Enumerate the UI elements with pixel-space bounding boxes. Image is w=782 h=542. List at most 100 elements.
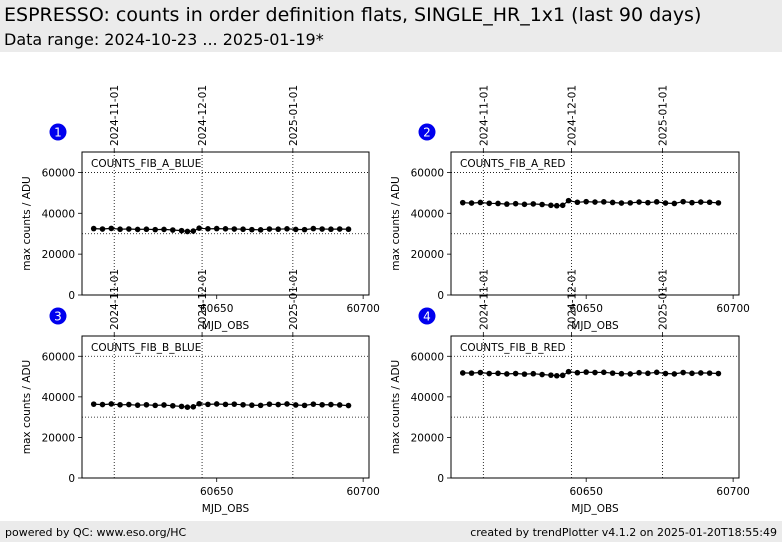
- panel-label: COUNTS_FIB_B_RED: [460, 342, 566, 354]
- y-tick-label: 0: [437, 473, 444, 485]
- x-tick-label: 60650: [569, 303, 602, 315]
- data-point: [196, 225, 202, 231]
- data-point: [574, 369, 581, 376]
- data-point: [495, 370, 501, 377]
- axes-frame: [450, 151, 740, 296]
- y-tick-label: 20000: [411, 249, 444, 261]
- data-point: [697, 370, 704, 376]
- x-axis-label: MJD_OBS: [571, 503, 619, 515]
- x-tick-label: 60650: [200, 486, 233, 498]
- footer-created: created by trendPlotter v4.1.2 on 2025-0…: [470, 526, 777, 539]
- data-point: [99, 401, 106, 408]
- data-point: [266, 401, 273, 407]
- data-point: [477, 199, 484, 206]
- data-point: [126, 226, 132, 232]
- data-point: [680, 198, 686, 205]
- data-point: [645, 370, 651, 377]
- y-axis-label: max counts / ADU: [21, 360, 33, 454]
- header-bar: ESPRESSO: counts in order definition fla…: [0, 0, 782, 52]
- data-point: [609, 199, 616, 206]
- data-point: [275, 401, 282, 408]
- date-label: 2024-11-01: [109, 85, 121, 146]
- data-point: [169, 227, 176, 233]
- trend-plots: 2024-11-01 2024-12-01 2025-01-01 0 20000 4000…: [21, 85, 750, 515]
- series-line: [462, 371, 719, 377]
- data-point: [548, 202, 554, 209]
- y-tick-label: 60000: [42, 351, 75, 363]
- x-tick-label: 60700: [716, 486, 749, 498]
- data-point: [504, 201, 510, 207]
- data-point: [504, 371, 510, 377]
- x-tick-label: 60650: [569, 486, 602, 498]
- data-point: [328, 226, 334, 233]
- data-point: [108, 401, 115, 407]
- data-point: [336, 226, 343, 232]
- plot-panel-2: 2024-11-01 2024-12-01 2025-01-01 0 20000 4000…: [390, 85, 750, 332]
- data-point: [553, 372, 560, 379]
- series-line: [93, 227, 349, 233]
- data-point: [697, 199, 704, 205]
- data-point: [689, 370, 695, 377]
- data-point: [266, 226, 273, 232]
- data-point: [345, 226, 352, 233]
- y-tick-label: 0: [68, 290, 75, 302]
- data-point: [99, 226, 106, 232]
- data-point: [468, 370, 475, 376]
- data-point: [653, 369, 660, 376]
- data-point: [126, 401, 132, 408]
- data-point: [609, 370, 616, 376]
- data-point: [706, 199, 713, 206]
- date-label: 2024-12-01: [566, 269, 578, 330]
- plot-panel-3: 2024-11-01 2024-12-01 2025-01-01 0 20000 4000…: [21, 269, 380, 515]
- data-point: [152, 226, 159, 233]
- series-line: [93, 403, 349, 408]
- data-point: [539, 201, 545, 208]
- data-point: [495, 200, 501, 207]
- data-point: [275, 226, 282, 233]
- data-point: [592, 199, 598, 205]
- data-point: [231, 401, 238, 407]
- data-point: [196, 400, 202, 407]
- panel-label: COUNTS_FIB_A_RED: [460, 158, 566, 170]
- plot-panel-1: 2024-11-01 2024-12-01 2025-01-01 0 20000 4000…: [21, 85, 380, 332]
- data-point: [618, 200, 625, 206]
- series-line: [462, 199, 719, 207]
- data-point: [249, 402, 255, 408]
- y-tick-label: 40000: [411, 208, 444, 220]
- data-point: [662, 370, 669, 377]
- date-label: 2025-01-01: [288, 269, 300, 330]
- panel-badge: [418, 123, 436, 141]
- data-point: [184, 404, 191, 411]
- data-point: [152, 402, 159, 409]
- axes-frame: [81, 335, 370, 479]
- data-point: [134, 226, 141, 233]
- date-label: 2024-12-01: [197, 269, 209, 330]
- data-point: [583, 369, 589, 375]
- data-point: [715, 370, 722, 377]
- data-point: [530, 370, 537, 377]
- axes-frame: [450, 335, 740, 479]
- date-label: 2024-12-01: [197, 85, 209, 146]
- data-point: [190, 228, 197, 234]
- panel-badge-number: 3: [54, 310, 62, 324]
- data-point: [301, 226, 308, 233]
- data-point: [618, 370, 625, 377]
- data-point: [574, 199, 581, 206]
- y-axis-label: max counts / ADU: [390, 360, 402, 454]
- data-point: [680, 369, 686, 376]
- page-title: ESPRESSO: counts in order definition fla…: [4, 4, 702, 26]
- data-point: [117, 401, 123, 408]
- date-label: 2024-12-01: [566, 85, 578, 146]
- date-label: 2024-11-01: [109, 269, 121, 330]
- data-point: [559, 372, 566, 379]
- panel-label: COUNTS_FIB_A_BLUE: [91, 158, 201, 170]
- data-point: [205, 226, 211, 232]
- data-point: [319, 226, 325, 232]
- panel-badge: [49, 307, 67, 325]
- data-point: [161, 226, 167, 233]
- data-point: [486, 200, 493, 207]
- y-tick-label: 0: [68, 473, 75, 485]
- x-tick-label: 60700: [346, 486, 379, 498]
- data-point: [328, 401, 334, 408]
- data-point: [627, 200, 634, 206]
